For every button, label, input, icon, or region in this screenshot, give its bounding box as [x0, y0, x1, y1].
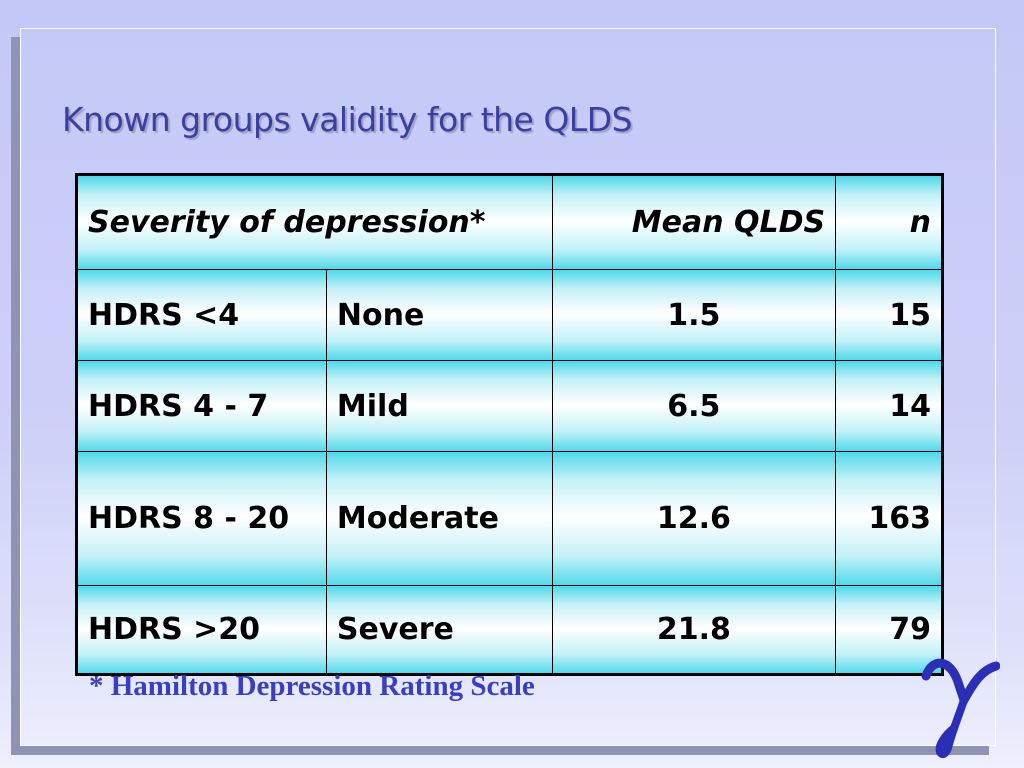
mean-qlds-cell: 6.5	[551, 360, 837, 452]
table-row: HDRS 4 - 7 Mild 6.5 14	[76, 360, 943, 452]
footnote: * Hamilton Depression Rating Scale	[89, 670, 535, 702]
hdrs-range-cell: HDRS 4 - 7	[76, 360, 327, 452]
n-cell: 79	[835, 585, 943, 675]
hdrs-range-cell: HDRS >20	[76, 585, 327, 675]
n-cell: 163	[835, 451, 943, 586]
mean-qlds-cell: 1.5	[551, 269, 837, 361]
slide-title: Known groups validity for the QLDS	[62, 100, 633, 139]
n-cell: 15	[835, 269, 943, 361]
severity-level-cell: Severe	[325, 585, 553, 675]
header-mean-qlds: Mean QLDS	[551, 174, 837, 270]
severity-level-cell: Moderate	[325, 451, 553, 586]
table-row: HDRS >20 Severe 21.8 79	[76, 585, 943, 675]
hdrs-range-cell: HDRS <4	[76, 269, 327, 361]
mean-qlds-cell: 21.8	[551, 585, 837, 675]
header-n: n	[835, 174, 943, 270]
gamma-logo-icon	[921, 658, 1000, 759]
severity-level-cell: Mild	[325, 360, 553, 452]
n-cell: 14	[835, 360, 943, 452]
hdrs-range-cell: HDRS 8 - 20	[76, 451, 327, 586]
table-row: HDRS 8 - 20 Moderate 12.6 163	[76, 451, 943, 586]
mean-qlds-cell: 12.6	[551, 451, 837, 586]
header-severity: Severity of depression*	[76, 174, 553, 270]
table-row: HDRS <4 None 1.5 15	[76, 269, 943, 361]
table-header-row: Severity of depression* Mean QLDS n	[76, 174, 943, 270]
severity-level-cell: None	[325, 269, 553, 361]
qlds-validity-table: Severity of depression* Mean QLDS n HDRS…	[75, 173, 944, 676]
